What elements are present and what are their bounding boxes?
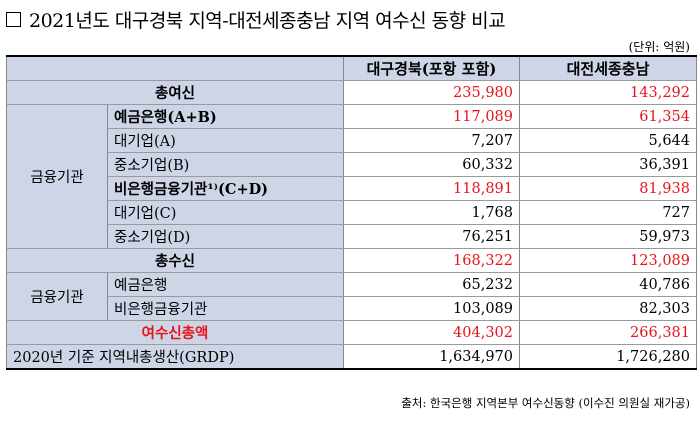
comparison-table: 대구경북(포항 포함) 대전세종충남 총여신 235,980 143,292 금… (6, 55, 697, 370)
row-label: 예금은행(A+B) (107, 104, 344, 129)
value-cell: 727 (519, 200, 697, 225)
row-label-total-credit: 총여신 (6, 80, 344, 105)
table-row: 2020년 기준 지역내총생산(GRDP) 1,634,970 1,726,28… (6, 344, 697, 370)
value-cell: 1,634,970 (343, 344, 520, 370)
value-cell: 36,391 (519, 152, 697, 177)
group-label-credit-institutions: 금융기관 (6, 104, 108, 249)
title-text: 2021년도 대구경북 지역-대전세종충남 지역 여수신 동향 비교 (29, 9, 506, 32)
source-note: 출처: 한국은행 지역본부 여수신동향 (이수진 의원실 재가공) (401, 396, 690, 410)
table-row: 비은행금융기관 103,089 82,303 (7, 296, 697, 321)
value-cell: 143,292 (519, 80, 697, 105)
value-cell: 123,089 (519, 248, 697, 273)
column-header-daegu: 대구경북(포항 포함) (343, 55, 520, 81)
value-cell: 1,768 (343, 200, 520, 225)
value-cell: 81,938 (519, 176, 697, 201)
row-label: 비은행금융기관¹⁾(C+D) (107, 176, 344, 201)
table-row: 금융기관 예금은행 65,232 40,786 (6, 272, 697, 321)
page-title: 2021년도 대구경북 지역-대전세종충남 지역 여수신 동향 비교 (6, 4, 506, 34)
row-label-grdp: 2020년 기준 지역내총생산(GRDP) (6, 344, 344, 370)
header-empty-cell (6, 55, 344, 81)
value-cell: 168,322 (343, 248, 520, 273)
value-cell: 5,644 (519, 128, 697, 153)
value-cell: 103,089 (343, 296, 520, 321)
value-cell: 117,089 (343, 104, 520, 129)
value-cell: 61,354 (519, 104, 697, 129)
value-cell: 404,302 (343, 320, 520, 345)
checkbox-square-icon (6, 11, 21, 27)
value-cell: 76,251 (343, 224, 520, 249)
table-header-row: 대구경북(포항 포함) 대전세종충남 (6, 55, 697, 81)
row-label: 예금은행 (107, 272, 344, 297)
row-label-total-all: 여수신총액 (6, 320, 344, 345)
row-label: 중소기업(D) (107, 224, 344, 249)
value-cell: 65,232 (343, 272, 520, 297)
value-cell: 118,891 (343, 176, 520, 201)
column-header-daejeon: 대전세종충남 (519, 55, 697, 81)
table-row: 총수신 168,322 123,089 (6, 248, 697, 273)
unit-label: (단위: 억원) (628, 40, 690, 54)
table-row: 중소기업(B) 60,332 36,391 (7, 152, 697, 177)
table-row: 여수신총액 404,302 266,381 (6, 320, 697, 345)
value-cell: 235,980 (343, 80, 520, 105)
table-row: 총여신 235,980 143,292 (6, 80, 697, 105)
table-row: 대기업(C) 1,768 727 (7, 200, 697, 225)
value-cell: 7,207 (343, 128, 520, 153)
row-label: 대기업(A) (107, 128, 344, 153)
row-label: 중소기업(B) (107, 152, 344, 177)
value-cell: 1,726,280 (519, 344, 697, 370)
group-label-deposit-institutions: 금융기관 (6, 272, 108, 321)
row-label: 대기업(C) (107, 200, 344, 225)
value-cell: 59,973 (519, 224, 697, 249)
value-cell: 60,332 (343, 152, 520, 177)
table-row: 대기업(A) 7,207 5,644 (7, 128, 697, 153)
value-cell: 266,381 (519, 320, 697, 345)
row-label-total-deposit: 총수신 (6, 248, 344, 273)
table-row: 비은행금융기관¹⁾(C+D) 118,891 81,938 (7, 176, 697, 201)
row-label: 비은행금융기관 (107, 296, 344, 321)
table-row: 금융기관 예금은행(A+B) 117,089 61,354 (6, 104, 697, 249)
value-cell: 40,786 (519, 272, 697, 297)
value-cell: 82,303 (519, 296, 697, 321)
table-row: 중소기업(D) 76,251 59,973 (7, 224, 697, 249)
